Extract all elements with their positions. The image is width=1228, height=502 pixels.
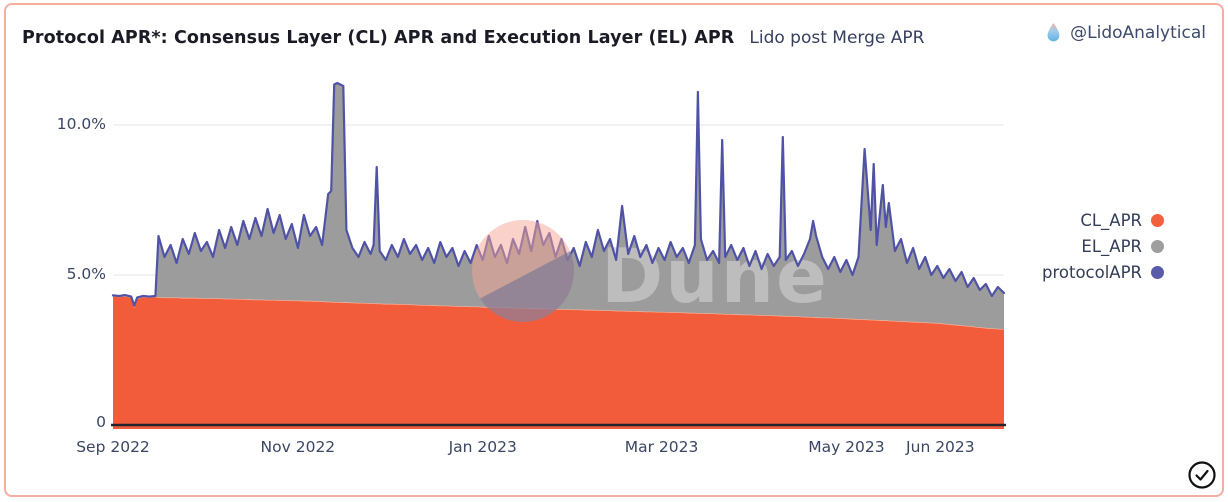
x-tick-label: Jun 2023	[906, 438, 975, 456]
legend-label: protocolAPR	[1041, 263, 1142, 282]
legend-color-dot	[1151, 214, 1164, 227]
x-tick-label: Jan 2023	[448, 438, 517, 456]
x-tick-label: Mar 2023	[624, 438, 699, 456]
legend-color-dot	[1151, 240, 1164, 253]
account-handle: @LidoAnalytical	[1070, 22, 1206, 43]
legend-item-el_apr[interactable]: EL_APR	[1081, 237, 1164, 256]
cl-apr-area[interactable]	[113, 296, 1004, 429]
x-tick-label: Nov 2022	[260, 438, 336, 456]
legend-item-cl_apr[interactable]: CL_APR	[1080, 211, 1164, 230]
apr-chart[interactable]: Dune	[6, 5, 1228, 502]
legend-label: CL_APR	[1080, 211, 1142, 230]
legend-label: EL_APR	[1081, 237, 1142, 256]
y-tick-label: 10.0%	[56, 115, 106, 133]
account-link[interactable]: @LidoAnalytical	[1045, 22, 1206, 43]
legend-item-protocolapr[interactable]: protocolAPR	[1042, 263, 1164, 282]
y-tick-label: 5.0%	[66, 265, 106, 283]
lido-droplet-icon	[1047, 23, 1060, 42]
circled-checkmark-icon	[1188, 461, 1216, 489]
chart-title: Protocol APR*: Consensus Layer (CL) APR …	[22, 28, 735, 48]
chart-header: Protocol APR*: Consensus Layer (CL) APR …	[22, 22, 1206, 49]
dune-watermark-text: Dune	[601, 232, 829, 320]
chart-subtitle: Lido post Merge APR	[749, 28, 925, 48]
chart-legend: CL_APR EL_APR protocolAPR	[1042, 211, 1164, 282]
dune-watermark-logo	[472, 220, 574, 322]
chart-card: Protocol APR*: Consensus Layer (CL) APR …	[4, 3, 1224, 497]
x-tick-label: May 2023	[808, 438, 885, 456]
el-apr-band[interactable]	[113, 83, 1004, 329]
legend-color-dot	[1151, 266, 1164, 279]
x-tick-label: Sep 2022	[76, 438, 150, 456]
y-tick-label: 0	[96, 413, 106, 431]
